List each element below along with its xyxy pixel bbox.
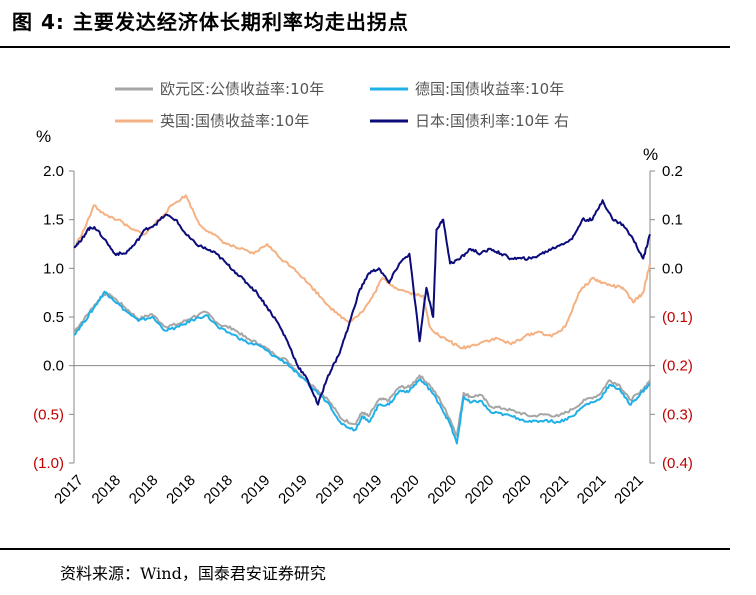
series-line-2 [73, 290, 651, 445]
x-tick-label: 2021 [574, 472, 610, 508]
y-left-tick-label: 0.0 [43, 358, 64, 375]
series-line-4 [73, 199, 651, 406]
x-tick-label: 2020 [425, 472, 461, 508]
y-right-tick-label: 0.2 [662, 163, 683, 180]
y-left-tick-label: 2.0 [43, 163, 64, 180]
y-left-tick-label: 1.5 [43, 212, 64, 229]
y-right-tick-label: 0.1 [662, 212, 683, 229]
y-left-tick-label: 0.5 [43, 309, 64, 326]
x-tick-label: 2021 [537, 472, 573, 508]
x-tick-label: 2018 [163, 472, 199, 508]
series-line-1 [73, 291, 651, 437]
x-tick-label: 2018 [126, 472, 162, 508]
y-right-tick-label: (0.4) [662, 455, 693, 472]
x-tick-label: 2018 [89, 472, 125, 508]
figure-title: 图 4: 主要发达经济体长期利率均走出拐点 [12, 10, 409, 34]
y-right-tick-label: (0.2) [662, 358, 693, 375]
source-note: 资料来源：Wind，国泰君安证券研究 [60, 564, 326, 583]
x-tick-label: 2017 [51, 472, 87, 508]
y-left-tick-label: 1.0 [43, 260, 64, 277]
x-tick-label: 2020 [499, 472, 535, 508]
title-rule [0, 46, 730, 48]
x-tick-label: 2020 [387, 472, 423, 508]
x-tick-label: 2020 [462, 472, 498, 508]
legend-label: 德国:国债收益率:10年 [415, 80, 564, 98]
y-left-unit: % [36, 127, 51, 146]
x-tick-label: 2021 [611, 472, 647, 508]
x-tick-label: 2019 [313, 472, 349, 508]
y-right-unit: % [643, 145, 658, 164]
x-tick-label: 2019 [275, 472, 311, 508]
y-right-tick-label: (0.1) [662, 309, 693, 326]
x-tick-label: 2019 [238, 472, 274, 508]
x-tick-label: 2019 [350, 472, 386, 508]
y-right-tick-label: (0.3) [662, 406, 693, 423]
series-group [73, 194, 651, 445]
y-left-tick-label: (0.5) [33, 406, 64, 423]
series-line-3 [73, 194, 651, 350]
y-right-tick-label: 0.0 [662, 260, 683, 277]
legend-label: 英国:国债收益率:10年 [160, 112, 309, 130]
y-left-tick-label: (1.0) [33, 455, 64, 472]
legend-label: 欧元区:公债收益率:10年 [160, 80, 324, 98]
legend-label: 日本:国债利率:10年 右 [415, 112, 569, 130]
source-rule [0, 548, 730, 550]
x-tick-label: 2018 [201, 472, 237, 508]
